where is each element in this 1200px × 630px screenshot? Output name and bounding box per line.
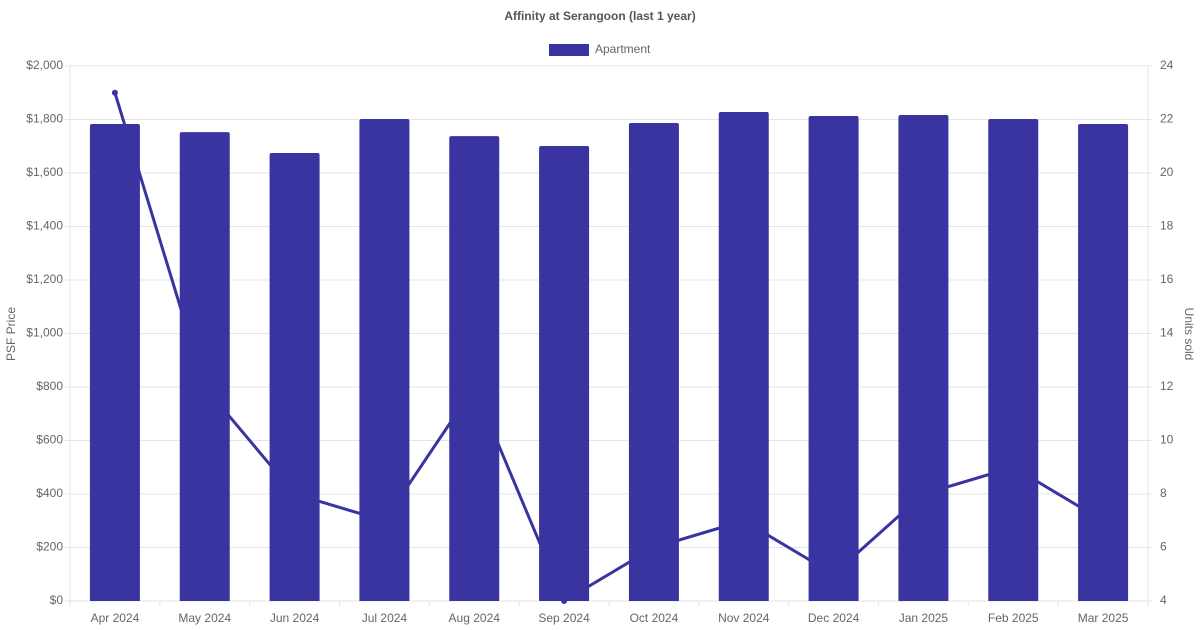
y2-tick-label: 24 [1160, 58, 1174, 72]
y-tick-label: $0 [50, 593, 64, 607]
bar [988, 118, 1039, 601]
line-point [111, 89, 118, 96]
y-tick-label: $400 [36, 486, 63, 500]
x-tick-label: Jan 2025 [899, 611, 949, 625]
y2-tick-label: 16 [1160, 272, 1174, 286]
chart-title: Affinity at Serangoon (last 1 year) [504, 9, 695, 23]
x-tick-label: Aug 2024 [449, 611, 501, 625]
y-tick-label: $1,400 [26, 219, 63, 233]
x-tick-label: Sep 2024 [538, 611, 590, 625]
x-tick-label: Dec 2024 [808, 611, 860, 625]
y-tick-label: $200 [36, 540, 63, 554]
x-tick-label: Apr 2024 [91, 611, 140, 625]
x-tick-label: Feb 2025 [988, 611, 1039, 625]
bar [89, 124, 140, 602]
bar [359, 118, 410, 601]
y-tick-label: $1,600 [26, 165, 63, 179]
x-tick-label: Mar 2025 [1078, 611, 1129, 625]
y2-tick-label: 14 [1160, 326, 1174, 340]
y-tick-label: $1,200 [26, 272, 63, 286]
legend-swatch[interactable] [549, 44, 589, 56]
x-tick-label: Jun 2024 [270, 611, 320, 625]
y2-axis-title: Units sold [1182, 308, 1196, 361]
line [113, 92, 1104, 604]
bar [1078, 124, 1129, 602]
bar [808, 116, 859, 602]
bar [449, 136, 500, 601]
bar [179, 132, 230, 601]
x-tick-label: May 2024 [178, 611, 231, 625]
legend-label[interactable]: Apartment [595, 42, 651, 56]
bar [898, 114, 949, 601]
y-axis-title: PSF Price [4, 307, 18, 361]
y2-tick-label: 6 [1160, 540, 1167, 554]
bar [269, 152, 320, 601]
y2-tick-label: 4 [1160, 593, 1167, 607]
bar [718, 112, 769, 601]
x-tick-label: Oct 2024 [630, 611, 679, 625]
y2-tick-label: 10 [1160, 433, 1174, 447]
y2-tick-label: 20 [1160, 165, 1174, 179]
y-tick-label: $1,000 [26, 326, 63, 340]
y2-tick-label: 18 [1160, 219, 1174, 233]
y-tick-label: $1,800 [26, 112, 63, 126]
bar [539, 145, 590, 602]
x-tick-label: Jul 2024 [362, 611, 408, 625]
y2-tick-label: 22 [1160, 112, 1174, 126]
x-tick-label: Nov 2024 [718, 611, 770, 625]
bar [628, 122, 679, 601]
y-tick-label: $800 [36, 379, 63, 393]
y2-tick-label: 12 [1160, 379, 1174, 393]
y-tick-label: $2,000 [26, 58, 63, 72]
y-tick-label: $600 [36, 433, 63, 447]
y2-tick-label: 8 [1160, 486, 1167, 500]
